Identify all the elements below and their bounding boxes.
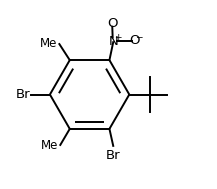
Text: Br: Br [15, 88, 30, 101]
Text: Br: Br [106, 149, 120, 162]
Text: Me: Me [41, 139, 58, 152]
Text: N: N [108, 35, 118, 48]
Text: +: + [114, 33, 122, 42]
Text: O: O [130, 34, 140, 47]
Text: O: O [107, 17, 118, 30]
Text: Me: Me [40, 37, 57, 50]
Text: −: − [135, 32, 143, 41]
